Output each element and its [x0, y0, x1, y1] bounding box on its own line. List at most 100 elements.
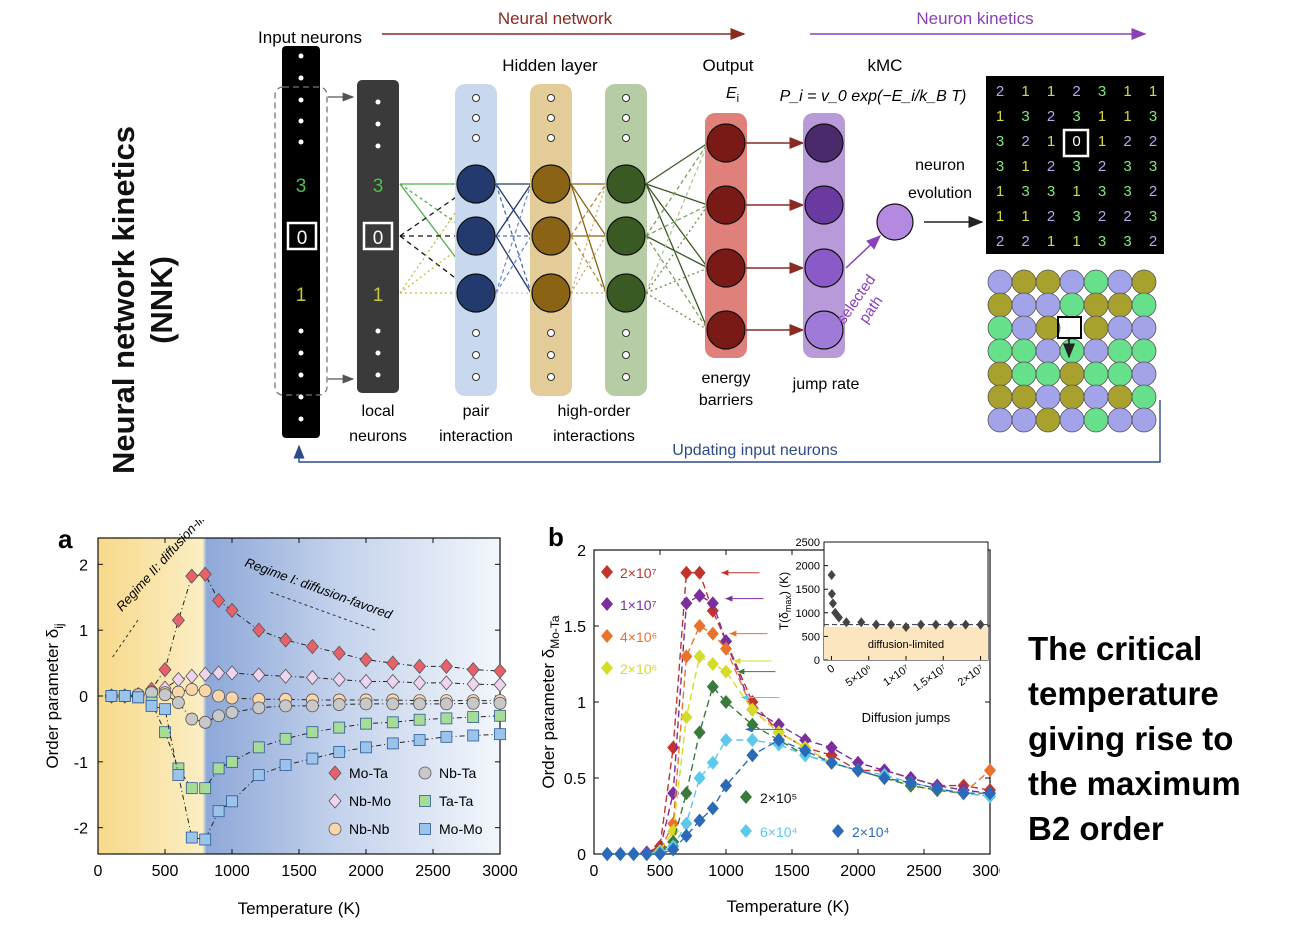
grid-cell-digit: 3	[1072, 208, 1080, 225]
data-point	[706, 603, 719, 618]
grid-cell-digit: 2	[1047, 208, 1055, 225]
grid-cell-digit: 2	[996, 233, 1004, 250]
legend-label: Nb-Nb	[349, 821, 390, 837]
grid-cell-digit: 2	[1098, 208, 1106, 225]
data-point	[946, 619, 955, 630]
data-point	[667, 824, 680, 839]
grid-cell-digit: 1	[1123, 108, 1131, 125]
data-point	[419, 823, 431, 835]
legend-label: 1×10⁷	[620, 597, 657, 613]
inset-y-tick-label: 500	[802, 631, 820, 643]
data-point	[226, 755, 238, 768]
data-point	[386, 716, 399, 729]
grid-cell-digit: 1	[996, 183, 1004, 200]
data-point	[225, 602, 239, 619]
data-point	[418, 766, 432, 780]
grid-cell-digit: 2	[1098, 158, 1106, 175]
atom-vacancy-box	[1057, 316, 1082, 339]
neuron-evolution-1: neuron	[915, 157, 965, 174]
grid-cell-digit: 2	[1072, 83, 1080, 100]
jump-rate-label: jump rate	[792, 376, 860, 393]
atom	[987, 292, 1013, 318]
data-point	[916, 619, 925, 630]
x-tick-label: 500	[647, 863, 674, 880]
neural-network-label: Neural network	[498, 9, 613, 28]
data-point	[171, 612, 185, 628]
atom	[987, 407, 1013, 433]
high-order-nodes-2	[606, 164, 646, 313]
data-point	[640, 847, 653, 861]
inset-y-tick-label: 1000	[796, 608, 820, 620]
data-point	[746, 748, 759, 763]
data-point	[158, 662, 172, 678]
atom	[1083, 292, 1109, 318]
data-point	[834, 612, 843, 623]
output-column	[705, 113, 747, 358]
data-point	[832, 824, 844, 838]
grid-cell-digit: 2	[1149, 233, 1157, 250]
data-point	[720, 641, 732, 656]
x-tick-label: 3000	[482, 863, 518, 880]
atom	[1011, 292, 1037, 318]
high-order-label-2: interactions	[553, 428, 635, 445]
data-point	[198, 566, 212, 582]
inset-x-axis-label: Diffusion jumps	[862, 710, 951, 725]
data-point	[693, 725, 706, 740]
atom	[1035, 269, 1061, 295]
data-point	[252, 769, 265, 781]
x-tick-label: 2500	[415, 863, 451, 880]
data-point	[984, 786, 996, 801]
grid-cell-digit: 3	[1098, 83, 1106, 100]
local-neuron-column	[357, 80, 399, 393]
note-line-3: giving rise to	[1028, 720, 1234, 757]
inset-y-tick-label: 2500	[796, 537, 820, 549]
data-point	[887, 619, 896, 630]
data-point	[212, 762, 225, 775]
pair-label-1: pair	[463, 403, 490, 420]
grid-cell-digit: 1	[1047, 83, 1055, 100]
grid-cell-digit: 3	[1149, 208, 1157, 225]
data-point	[185, 712, 199, 726]
data-point	[706, 657, 719, 671]
grid-cell-digit: 3	[1047, 183, 1055, 200]
data-point	[601, 565, 613, 579]
atom	[1131, 407, 1157, 433]
data-point	[957, 786, 970, 801]
data-point	[799, 743, 812, 758]
data-point	[413, 734, 426, 747]
grid-cell-digit: 2	[1047, 108, 1055, 125]
atom	[1011, 338, 1037, 364]
input-digit-0: 0	[297, 228, 308, 249]
inset-y-tick-label: 2000	[796, 561, 820, 573]
hidden-layer-label: Hidden layer	[502, 56, 598, 75]
series-mo-mo	[105, 690, 506, 846]
data-point	[440, 712, 453, 725]
jump-rate-column	[803, 113, 845, 358]
data-point	[226, 795, 238, 808]
data-point	[680, 649, 693, 664]
input-digit-1: 1	[296, 285, 307, 306]
data-point	[279, 732, 292, 745]
data-point	[185, 683, 199, 696]
data-point	[306, 752, 319, 765]
output-label: Output	[702, 56, 753, 75]
atom	[1107, 384, 1133, 410]
data-point	[825, 748, 838, 763]
grid-cell-digit: 1	[1021, 208, 1029, 225]
grid-cell-digit: 3	[1072, 158, 1080, 175]
atom	[1083, 407, 1109, 433]
legend-label: 2×10⁵	[760, 790, 797, 806]
regime-i-arrow	[269, 591, 376, 631]
peak-arrow-head	[745, 726, 753, 733]
x-tick-label: 3000	[972, 863, 1000, 880]
x-tick-label: 2000	[348, 863, 384, 880]
y-tick-label: 1	[577, 695, 586, 712]
data-point	[902, 621, 910, 632]
atom	[1107, 361, 1133, 387]
note-line-4: the maximum	[1028, 765, 1241, 802]
data-point	[680, 596, 693, 611]
data-point	[466, 696, 480, 710]
atom	[1083, 338, 1109, 364]
legend-label: Nb-Mo	[349, 793, 391, 809]
